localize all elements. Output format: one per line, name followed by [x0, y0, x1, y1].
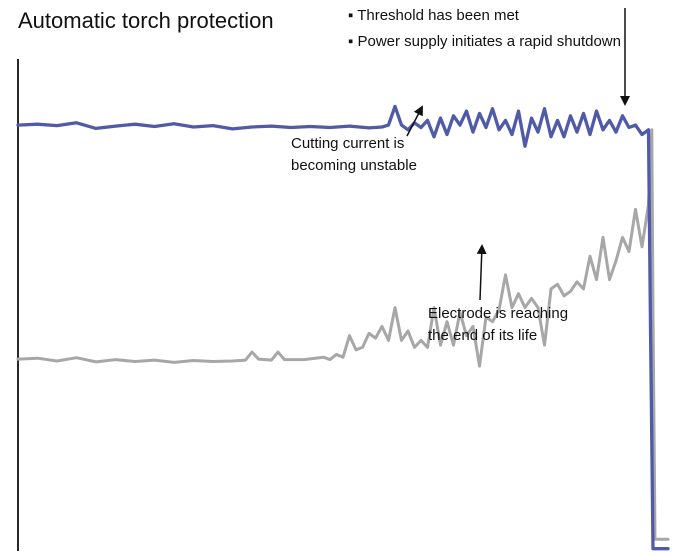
- cutting-current-annotation-line-2: becoming unstable: [291, 157, 417, 174]
- electrode-signal-line: [16, 128, 670, 541]
- electrode-arrow: [476, 244, 487, 301]
- cutting-current-arrow: [406, 105, 423, 137]
- series-layer: [16, 104, 670, 551]
- threshold-note-line-1: ▪ Threshold has been met: [348, 7, 520, 24]
- chart-title: Automatic torch protection: [18, 8, 274, 33]
- cutting-current-annotation-line-1: Cutting current is: [291, 135, 404, 152]
- cutting-current-line: [16, 104, 670, 551]
- electrode-annotation-line-2: the end of its life: [428, 327, 537, 344]
- electrode-annotation-line-1: Electrode is reaching: [428, 305, 568, 322]
- threshold-note-line-2: ▪ Power supply initiates a rapid shutdow…: [348, 33, 621, 50]
